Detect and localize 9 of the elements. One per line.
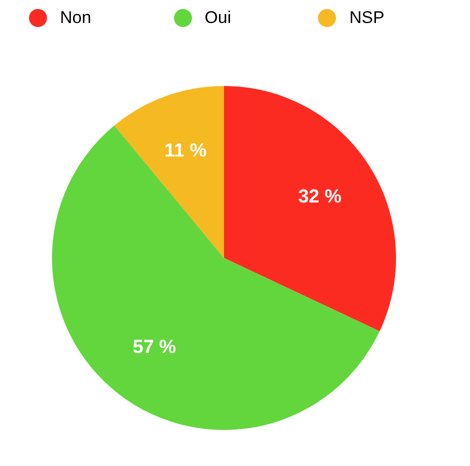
legend-label: NSP — [349, 8, 384, 28]
data-label: 11 % — [164, 140, 207, 162]
pie-slice — [52, 125, 380, 430]
legend-label: Non — [60, 8, 92, 28]
pie-slice — [224, 86, 396, 332]
data-label: 32 % — [298, 186, 342, 208]
data-label: 57 % — [132, 337, 176, 358]
pie-slice — [114, 86, 224, 258]
legend-label: Oui — [204, 8, 232, 28]
